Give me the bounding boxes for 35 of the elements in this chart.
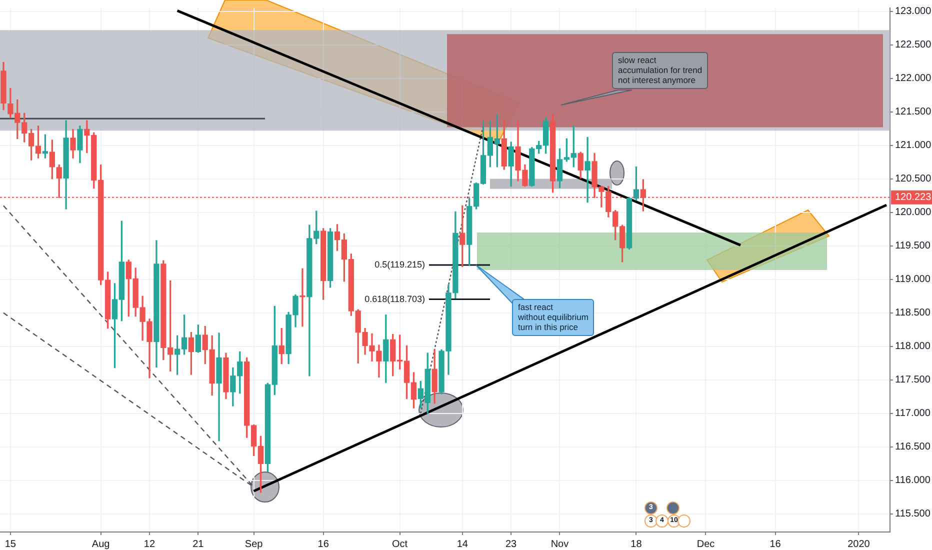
ref-line-label: 0.618(118.703) [364,294,425,304]
y-tick-label: 122.500 [895,40,932,51]
ref-line-label: 120.223 [895,192,932,204]
y-tick-label: 119.500 [895,240,931,252]
y-tick-label: 118.500 [895,308,931,319]
x-tick-label: Oct [392,538,408,550]
y-tick-label: 119.000 [895,274,931,286]
y-tick-label: 120.000 [895,207,932,218]
y-tick-label: 121.500 [895,106,932,118]
x-tick-label: Nov [550,538,569,550]
x-tick-label: 23 [505,538,518,550]
y-tick-label: 117.500 [895,374,931,386]
x-tick-label: 2020 [848,538,870,550]
annotation: fast react without equilibrium turn in this price [512,299,594,336]
x-tick-label: 16 [318,538,330,550]
y-tick-label: 116.500 [895,442,931,453]
x-tick-label: 15 [4,538,16,550]
y-tick-label: 117.000 [895,408,931,420]
ref-line-label: 0.5(119.215) [374,259,425,270]
x-tick-label: Dec [696,538,715,550]
y-tick-label: 123.000 [895,6,932,18]
y-tick-label: 116.000 [895,475,931,486]
x-tick-label: 16 [770,538,782,550]
x-tick-label: 14 [456,538,468,550]
y-tick-label: 120.500 [895,174,932,185]
x-tick-label: 12 [144,538,156,550]
y-tick-label: 122.000 [895,73,932,84]
x-tick-label: Sep [244,538,264,550]
y-tick-label: 118.000 [895,341,931,352]
x-tick-label: 21 [192,538,204,550]
x-tick-label: Aug [92,538,110,550]
y-tick-label: 121.000 [895,140,932,152]
x-tick-label: 18 [630,538,642,550]
y-tick-label: 115.500 [895,508,931,520]
annotation: slow react accumulation for trend not interest anymore [612,52,708,90]
